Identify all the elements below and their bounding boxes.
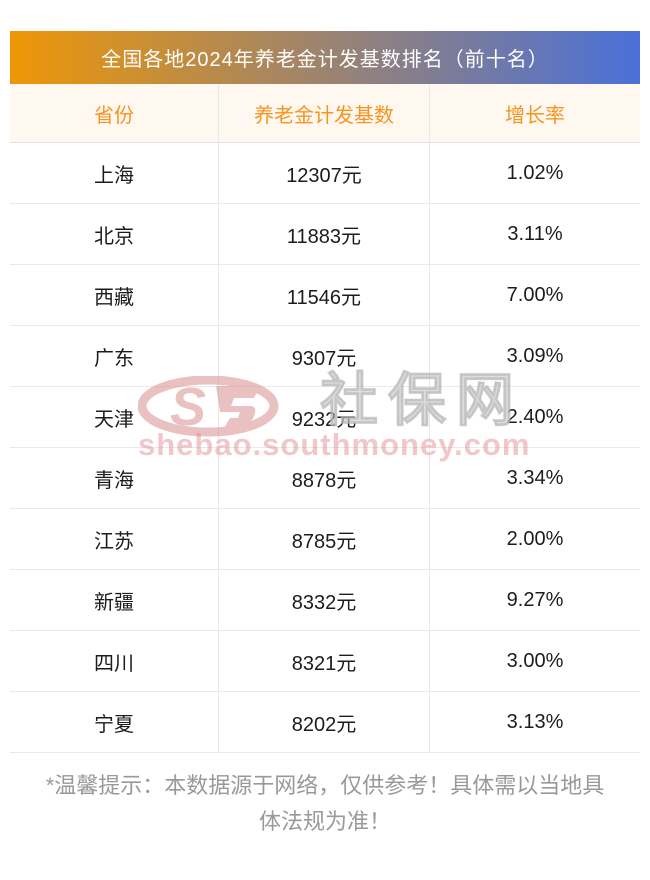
cell-base: 12307元 [218, 143, 430, 203]
footer-line-2: 体法规为准！ [258, 809, 391, 834]
cell-growth: 3.13% [506, 710, 564, 733]
cell-growth: 2.00% [506, 527, 564, 550]
cell-base: 9307元 [218, 326, 430, 386]
table-row: 江苏 8785元 2.00% [10, 509, 640, 570]
cell-base: 8202元 [218, 692, 430, 752]
cell-base: 8785元 [218, 509, 430, 569]
table-row: 上海 12307元 1.02% [10, 143, 640, 204]
title-bar: 全国各地2024年养老金计发基数排名（前十名） [10, 31, 640, 84]
cell-base: 11546元 [218, 265, 430, 325]
column-header-growth: 增长率 [505, 104, 565, 127]
cell-growth: 9.27% [506, 588, 564, 611]
footer-line-1: *温馨提示：本数据源于网络，仅供参考！具体需以当地具 [45, 773, 605, 798]
table-row: 宁夏 8202元 3.13% [10, 692, 640, 753]
pension-ranking-card: 全国各地2024年养老金计发基数排名（前十名） 省份 养老金计发基数 增长率 上… [10, 31, 640, 753]
table-body: 上海 12307元 1.02% 北京 11883元 3.11% 西藏 11546… [10, 143, 640, 753]
cell-base: 8332元 [218, 570, 430, 630]
column-header-province: 省份 [94, 104, 134, 127]
table-row: 天津 9232元 2.40% [10, 387, 640, 448]
table-row: 北京 11883元 3.11% [10, 204, 640, 265]
table-row: 青海 8878元 3.34% [10, 448, 640, 509]
table-row: 四川 8321元 3.00% [10, 631, 640, 692]
cell-growth: 3.09% [506, 344, 564, 367]
cell-growth: 3.34% [506, 466, 564, 489]
cell-province: 西藏 [94, 286, 134, 309]
table-row: 新疆 8332元 9.27% [10, 570, 640, 631]
cell-growth: 1.02% [506, 161, 564, 184]
table-row: 西藏 11546元 7.00% [10, 265, 640, 326]
column-header-base: 养老金计发基数 [218, 84, 430, 142]
cell-base: 9232元 [218, 387, 430, 447]
cell-province: 上海 [94, 164, 134, 187]
cell-province: 宁夏 [94, 713, 134, 736]
cell-province: 北京 [94, 225, 134, 248]
table-row: 广东 9307元 3.09% [10, 326, 640, 387]
cell-growth: 3.11% [507, 222, 563, 245]
cell-growth: 2.40% [506, 405, 564, 428]
cell-base: 8321元 [218, 631, 430, 691]
cell-growth: 7.00% [506, 283, 564, 306]
cell-province: 江苏 [94, 530, 134, 553]
cell-base: 11883元 [218, 204, 430, 264]
cell-province: 广东 [94, 347, 134, 370]
cell-base: 8878元 [218, 448, 430, 508]
cell-province: 四川 [94, 652, 134, 675]
table-header-row: 省份 养老金计发基数 增长率 [10, 84, 640, 143]
cell-province: 青海 [94, 469, 134, 492]
cell-province: 天津 [94, 408, 134, 431]
cell-province: 新疆 [94, 591, 134, 614]
footer-note: *温馨提示：本数据源于网络，仅供参考！具体需以当地具 体法规为准！ [10, 768, 640, 840]
cell-growth: 3.00% [506, 649, 564, 672]
page-title: 全国各地2024年养老金计发基数排名（前十名） [101, 49, 549, 71]
